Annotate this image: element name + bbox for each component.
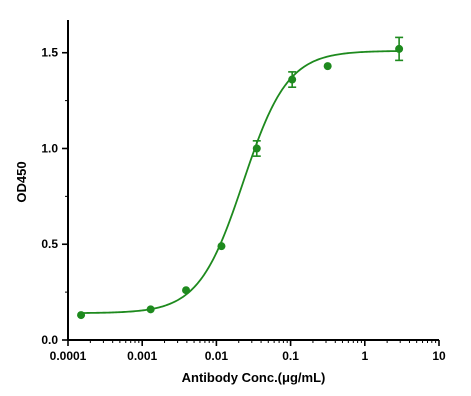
y-tick-label: 1.5 [41, 46, 58, 60]
data-point [395, 44, 404, 53]
data-point [77, 311, 86, 320]
y-tick-label: 1.0 [41, 141, 58, 155]
data-point [217, 242, 226, 251]
data-point [288, 75, 297, 84]
x-tick-label: 0.01 [205, 349, 229, 363]
x-axis-title: Antibody Conc.(μg/mL) [182, 370, 326, 385]
data-points-group [77, 36, 404, 320]
ticks: 0.0001 0.001 0.01 0.1 1 10 0.0 0.5 1.0 1.5 [41, 46, 446, 363]
data-point [252, 144, 261, 153]
x-tick-label: 0.001 [127, 349, 157, 363]
x-tick-label: 0.1 [282, 349, 299, 363]
x-tick-label: 1 [361, 349, 368, 363]
x-tick-label: 0.0001 [50, 349, 87, 363]
data-point [323, 62, 332, 71]
data-point [146, 305, 155, 314]
axes [67, 20, 439, 341]
x-tick-label: 10 [432, 349, 446, 363]
data-point [182, 286, 191, 295]
fit-curve-group [81, 50, 401, 314]
y-tick-label: 0.5 [41, 237, 58, 251]
y-axis-title: OD450 [14, 161, 29, 202]
fit-curve [81, 50, 401, 314]
y-tick-label: 0.0 [41, 333, 58, 347]
